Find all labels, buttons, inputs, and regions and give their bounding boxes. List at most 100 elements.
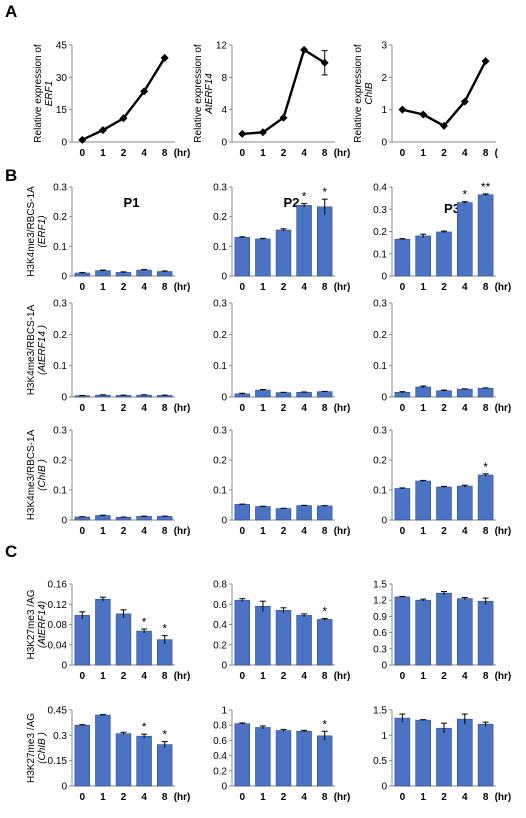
y-tick-label: 0.4 [213, 751, 227, 762]
y-tick-label: 1 [381, 731, 387, 742]
bar [457, 485, 473, 521]
bar [436, 592, 452, 666]
y-tick-label: 0 [221, 272, 227, 283]
y-axis-label-gene: AtERF14 [204, 73, 215, 115]
x-tick-label: 8 [483, 403, 489, 414]
y-tick-label: 0.2 [373, 456, 387, 467]
bar [255, 506, 271, 521]
bar [436, 486, 452, 521]
x-tick-label: 2 [281, 282, 287, 293]
x-tick-label: 1 [420, 526, 426, 537]
x-unit-label: (hr) [334, 148, 351, 159]
x-tick-label: 8 [162, 671, 168, 682]
chart-a1: 0 15 30 45 Relative expression of ERF1 0 1 2 4 8 (h… [33, 41, 190, 160]
y-tick-label: 0.9 [373, 612, 387, 623]
y-tick-label: 0.3 [213, 183, 227, 194]
bar [477, 474, 494, 521]
bar [394, 488, 411, 521]
chart-c21: 0 0.15 0.3 0.45 H3K27me3 /AG (ChIB ) 0 1 2 4 8 (hr)… [26, 706, 190, 804]
x-unit-label: (hr) [174, 671, 191, 682]
x-tick-label: 0 [400, 148, 406, 159]
x-tick-label: 0 [240, 792, 246, 803]
x-tick-label: 2 [281, 148, 287, 159]
y-tick-label: 0.1 [213, 242, 227, 253]
chart-c13: 0 0.3 0.6 0.9 1.2 1.5 0 1 2 4 8 (hr) [373, 580, 511, 683]
panel-label-c: C [5, 542, 17, 561]
bar [394, 717, 411, 787]
x-tick-label: 2 [441, 792, 447, 803]
y-tick-label: 0 [381, 272, 387, 283]
x-tick-label: 0 [240, 148, 246, 159]
bar [394, 391, 411, 398]
y-tick-label: 1 [381, 105, 387, 116]
y-tick-label: 0.2 [213, 766, 227, 777]
bar [115, 613, 132, 666]
bar [275, 392, 292, 398]
y-axis-label: H3K4me3/RBCS-1A [26, 304, 37, 395]
x-tick-label: 1 [420, 148, 426, 159]
y-tick-label: 0 [61, 272, 67, 283]
x-unit-label: (hr) [334, 671, 351, 682]
x-unit-label: (hr) [495, 671, 512, 682]
bar [136, 630, 152, 666]
bar [275, 229, 292, 277]
chart-b33: 0 0.1 0.2 0.3 0 1 2 4 8 (hr) * [373, 426, 511, 538]
y-tick-label: 0 [381, 782, 387, 793]
x-tick-label: 8 [483, 792, 489, 803]
x-tick-label: 0 [240, 403, 246, 414]
significance-star: * [322, 604, 327, 618]
y-tick-label: 0.2 [53, 330, 67, 341]
bar [234, 723, 251, 787]
y-axis-label-gene: ChIB [364, 82, 375, 105]
x-tick-label: 4 [141, 671, 147, 682]
x-unit-label: (hr) [334, 792, 351, 803]
y-tick-label: 0 [381, 138, 387, 149]
y-tick-label: 0 [221, 138, 227, 149]
x-tick-label: 1 [260, 792, 266, 803]
y-tick-label: 0 [61, 661, 67, 672]
y-axis-label: H3K4me3/RBCS-1A [26, 429, 37, 520]
bar [477, 600, 494, 666]
bar [296, 391, 312, 398]
data-point [460, 97, 469, 106]
significance-star: * [142, 615, 147, 629]
bar [477, 387, 494, 398]
bar [296, 615, 312, 666]
x-tick-label: 1 [420, 282, 426, 293]
bar [136, 516, 152, 521]
bar [457, 388, 473, 398]
y-tick-label: 45 [56, 41, 68, 52]
x-tick-label: 4 [301, 403, 307, 414]
x-tick-label: 0 [80, 403, 86, 414]
y-tick-label: 2 [381, 73, 387, 84]
chart-b23: 0 0.1 0.2 0.3 0 1 2 4 8 (hr) [373, 299, 511, 415]
bar [415, 599, 431, 666]
significance-star: * [462, 188, 467, 202]
y-tick-label: 0 [61, 516, 67, 527]
y-tick-label: 0.08 [48, 620, 68, 631]
data-point [119, 114, 128, 123]
x-tick-label: 8 [483, 282, 489, 293]
y-tick-label: 0.5 [373, 756, 387, 767]
y-tick-label: 0.04 [48, 640, 68, 651]
data-point [419, 110, 428, 119]
bar [136, 735, 152, 787]
y-tick-label: 0.2 [373, 330, 387, 341]
y-tick-label: 0.8 [213, 580, 227, 591]
y-tick-label: 0.3 [213, 299, 227, 310]
x-tick-label: 0 [80, 526, 86, 537]
y-tick-label: 0 [61, 393, 67, 404]
bar [296, 205, 312, 277]
y-tick-label: 0 [61, 782, 67, 793]
bar [316, 206, 333, 277]
x-tick-label: 4 [301, 526, 307, 537]
x-tick-label: 2 [441, 148, 447, 159]
x-tick-label: 1 [260, 403, 266, 414]
y-tick-label: 0 [381, 516, 387, 527]
bar [255, 389, 271, 398]
x-tick-label: 1 [100, 282, 106, 293]
x-unit-label: (hr) [174, 403, 191, 414]
chart-c11: 0 0.04 0.08 0.12 0.16 H3K27me3 /AG (AtERF14) 0 1… [26, 580, 190, 683]
y-tick-label: 0.1 [53, 486, 67, 497]
